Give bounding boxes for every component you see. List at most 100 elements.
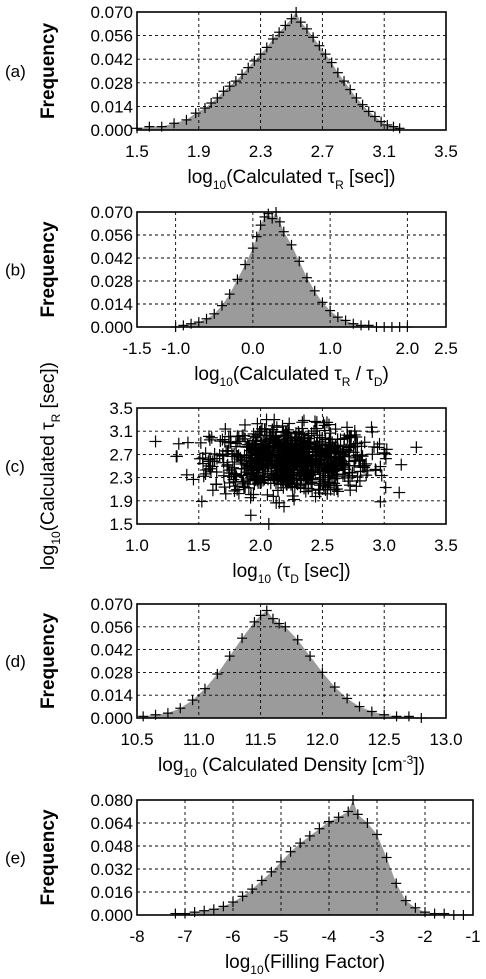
- y-tick-label: 0.048: [90, 837, 133, 856]
- x-axis-label-text: (Calculated τ: [226, 167, 335, 188]
- x-tick-label: -6: [225, 927, 240, 946]
- y-axis-label-text: (Calculated τ: [38, 422, 59, 531]
- y-tick-label: 0.016: [90, 883, 133, 902]
- panel-label: (a): [5, 62, 26, 81]
- y-tick-label: 3.5: [109, 399, 133, 418]
- y-tick-label: 0.032: [90, 860, 133, 879]
- x-tick-label: -5: [273, 927, 288, 946]
- x-tick-label: 12.0: [306, 730, 339, 749]
- x-tick-label: 2.5: [434, 339, 458, 358]
- chart-panel-d: 10.5 11.0 11.5 12.0 12.5 13.0 0.000 0.014 0.028 0…: [5, 595, 463, 780]
- y-tick-label: 0.014: [90, 295, 133, 314]
- y-axis-label: log10(Calculated τR [sec]): [38, 362, 63, 570]
- x-tick-label: -1.0: [161, 339, 190, 358]
- plot-frame: [136, 603, 447, 719]
- x-axis-label-text: (τ: [271, 561, 291, 582]
- y-axis-label: Frequency: [38, 23, 59, 120]
- y-tick-label: 0.056: [90, 618, 133, 637]
- y-tick-label: 3.1: [109, 422, 133, 441]
- histogram-area: [137, 12, 400, 130]
- y-tick-label: 0.070: [90, 203, 133, 222]
- panel-label: (d): [5, 652, 26, 671]
- x-axis-label-superscript: -3: [403, 753, 414, 767]
- y-axis-label-text: [sec]): [38, 362, 59, 414]
- x-axis-label-text: log: [158, 755, 183, 776]
- x-tick-label: 11.0: [183, 730, 215, 749]
- y-axis-label: Frequency: [38, 809, 59, 906]
- y-tick-label: 0.000: [90, 906, 133, 925]
- y-tick-label: 0.000: [90, 121, 133, 140]
- y-axis-label-text: log: [38, 545, 59, 570]
- y-tick-label: 2.3: [109, 469, 133, 488]
- plot-frame: [136, 211, 447, 328]
- histogram-area: [175, 800, 464, 915]
- x-axis-label-subscript: 10: [213, 178, 227, 192]
- x-axis-label-subscript: 10: [258, 572, 272, 586]
- x-axis-label-subscript: 10: [250, 963, 264, 977]
- histogram-area: [175, 212, 408, 327]
- x-tick-label: 0.0: [241, 339, 265, 358]
- x-tick-label: 12.5: [368, 730, 401, 749]
- y-tick-label: 0.070: [90, 595, 133, 614]
- chart-panel-a: 1.5 1.9 2.3 2.7 3.1 3.5 0.000 0.014 0.028 0.042 0.…: [5, 3, 458, 192]
- x-tick-label: 2.5: [311, 536, 335, 555]
- x-axis-label-subscript: 10: [183, 766, 197, 780]
- x-tick-label: 3.0: [372, 536, 396, 555]
- y-tick-label: 1.5: [109, 515, 133, 534]
- plot-frame: [136, 407, 447, 525]
- chart-panel-c: 1.0 1.5 2.0 2.5 3.0 3.5 1.5 1.9 2.3 2.7 3.1 3.5 (c) l…: [5, 362, 458, 586]
- y-axis-label: Frequency: [38, 613, 59, 710]
- x-tick-label: 1.0: [318, 339, 342, 358]
- x-tick-label: 13.0: [429, 730, 462, 749]
- y-tick-label: 0.000: [90, 709, 133, 728]
- x-axis-label-text: log: [194, 364, 219, 385]
- y-tick-label: 0.014: [90, 686, 133, 705]
- x-axis-label-text: (Calculated τ: [233, 364, 342, 385]
- y-axis-label-subscript: R: [49, 413, 63, 422]
- x-tick-label: -3: [369, 927, 384, 946]
- x-tick-label: 2.7: [311, 142, 335, 161]
- y-tick-label: 0.042: [90, 50, 133, 69]
- x-axis-label-text: log: [232, 561, 257, 582]
- y-tick-label: 0.080: [90, 791, 133, 810]
- x-axis-label: log10(Filling Factor): [225, 952, 385, 977]
- x-tick-label: -7: [177, 927, 192, 946]
- x-axis-label-subscript: R: [342, 375, 351, 389]
- x-tick-label: 2.3: [249, 142, 273, 161]
- x-axis-label-text: log: [225, 952, 250, 973]
- y-tick-label: 0.028: [90, 272, 133, 291]
- x-tick-label: -8: [129, 927, 144, 946]
- y-tick-label: 0.070: [90, 3, 133, 22]
- x-axis-label-text: (Calculated Density [cm: [197, 755, 403, 776]
- x-tick-label: 3.5: [434, 142, 458, 161]
- x-tick-label: -4: [321, 927, 336, 946]
- x-axis-label-text: [sec]): [299, 561, 351, 582]
- y-tick-label: 0.028: [90, 74, 133, 93]
- panel-label: (b): [5, 261, 26, 280]
- x-axis-label-subscript: R: [335, 178, 344, 192]
- plot-frame: [136, 799, 474, 916]
- x-axis-label-text: ]): [413, 755, 425, 776]
- x-tick-label: 1.9: [187, 142, 211, 161]
- x-axis-label-text: (Filling Factor): [264, 952, 385, 973]
- chart-panel-e: -8 -7 -6 -5 -4 -3 -2 -1 0.000 0.016 0.032 0.048 0.06…: [5, 791, 481, 977]
- x-axis-label: log10 (τD [sec]): [232, 561, 350, 586]
- y-axis-label: Frequency: [38, 221, 59, 318]
- x-tick-label: -2: [417, 927, 432, 946]
- chart-panel-b: -1.5 -1.0 0.0 1.0 2.0 2.5 0.000 0.014 0.028 0.042…: [5, 203, 458, 389]
- x-tick-label: 1.5: [187, 536, 211, 555]
- y-tick-label: 2.7: [109, 445, 133, 464]
- x-tick-label: 3.1: [372, 142, 396, 161]
- x-axis-label-subscript: D: [374, 375, 383, 389]
- y-tick-label: 0.042: [90, 641, 133, 660]
- y-tick-label: 1.9: [109, 492, 133, 511]
- x-tick-label: 1.0: [125, 536, 149, 555]
- x-axis-label: log10(Calculated τR [sec]): [187, 167, 395, 192]
- x-axis-label-subscript: D: [290, 572, 299, 586]
- x-axis-label-text: log: [187, 167, 212, 188]
- x-axis-label-subscript: 10: [220, 375, 234, 389]
- x-axis-label: log10 (Calculated Density [cm-3]): [158, 753, 425, 780]
- panel-label: (c): [5, 457, 25, 476]
- y-tick-label: 0.056: [90, 226, 133, 245]
- x-tick-label: -1: [465, 927, 480, 946]
